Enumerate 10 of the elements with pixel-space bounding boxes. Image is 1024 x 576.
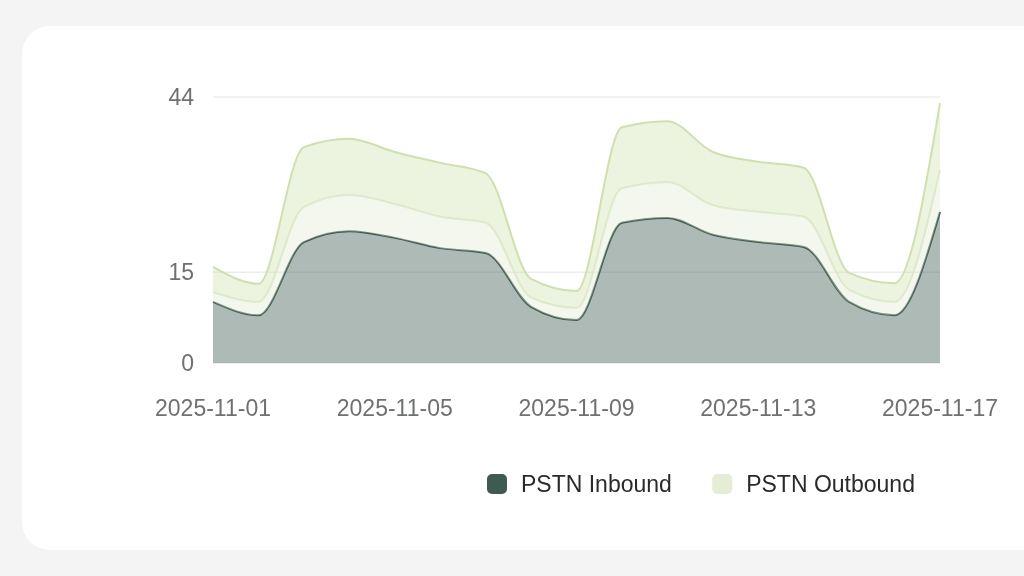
y-tick-label: 15 <box>168 259 194 286</box>
x-tick-label: 2025-11-17 <box>882 395 998 421</box>
x-tick-label: 2025-11-01 <box>155 395 271 421</box>
y-tick-label: 0 <box>181 350 194 377</box>
x-tick-label: 2025-11-05 <box>336 395 453 421</box>
x-tick-label: 2025-11-13 <box>700 395 817 421</box>
legend-label: PSTN Outbound <box>746 471 915 498</box>
x-tick-label: 2025-11-09 <box>518 395 635 421</box>
y-tick-label: 44 <box>168 84 195 111</box>
legend-label: PSTN Inbound <box>521 471 672 498</box>
